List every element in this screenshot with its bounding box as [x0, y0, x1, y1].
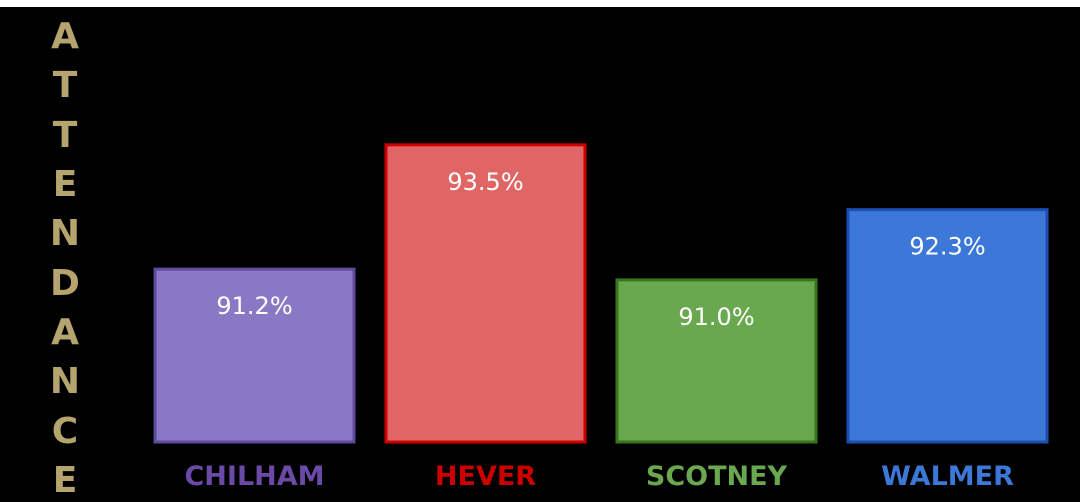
category-label: SCOTNEY	[646, 461, 788, 492]
y-axis-label-letter: N	[49, 361, 81, 403]
y-axis-label-letter: D	[50, 262, 80, 304]
value-label: 92.3%	[909, 233, 985, 261]
y-axis-label-letter: E	[52, 163, 78, 205]
value-label: 91.0%	[678, 303, 754, 331]
y-axis-label-letter: N	[49, 213, 81, 255]
value-label: 93.5%	[447, 168, 523, 196]
bar-scotney	[615, 278, 818, 444]
bar-hever	[384, 143, 587, 444]
y-axis-label-letter: T	[52, 114, 78, 156]
y-axis-label-letter: A	[51, 311, 79, 353]
category-label: HEVER	[435, 461, 536, 492]
bar-chilham	[153, 267, 356, 444]
category-label: CHILHAM	[184, 461, 324, 492]
y-axis-label-letter: E	[52, 459, 78, 501]
y-axis-label-letter: T	[52, 65, 78, 107]
y-axis-label-letter: A	[51, 16, 79, 57]
category-label: WALMER	[881, 461, 1014, 492]
value-label: 91.2%	[216, 292, 292, 320]
bar-walmer	[846, 208, 1049, 444]
bar-chart: 91.2% CHILHAM 93.5% HEVER 91.0% SCOTNEY 92.3% W…	[153, 143, 1049, 492]
y-axis-label-letter: C	[51, 410, 79, 452]
